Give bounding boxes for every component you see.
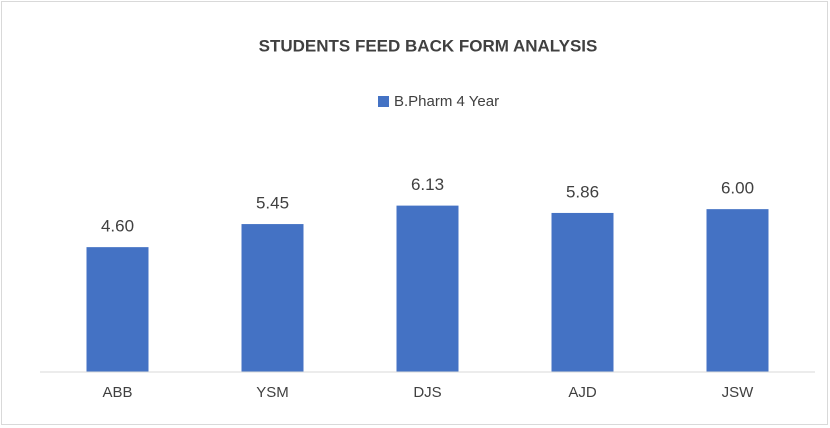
legend-label: B.Pharm 4 Year <box>394 93 499 110</box>
data-label: 4.60 <box>101 217 134 236</box>
x-tick-label: JSW <box>722 384 755 401</box>
data-label: 6.13 <box>411 175 444 194</box>
x-tick-label: DJS <box>413 384 441 401</box>
data-label: 5.45 <box>256 194 289 213</box>
x-tick-label: AJD <box>568 384 597 401</box>
legend-swatch <box>378 96 389 107</box>
data-label: 5.86 <box>566 182 599 201</box>
x-tick-label: ABB <box>102 384 132 401</box>
bar <box>706 209 769 372</box>
bar <box>241 224 304 372</box>
x-tick-label: YSM <box>256 384 289 401</box>
data-label: 6.00 <box>721 179 754 198</box>
bar <box>396 205 459 372</box>
bar <box>551 212 614 372</box>
bar <box>86 247 149 372</box>
chart-title: STUDENTS FEED BACK FORM ANALYSIS <box>259 36 598 55</box>
